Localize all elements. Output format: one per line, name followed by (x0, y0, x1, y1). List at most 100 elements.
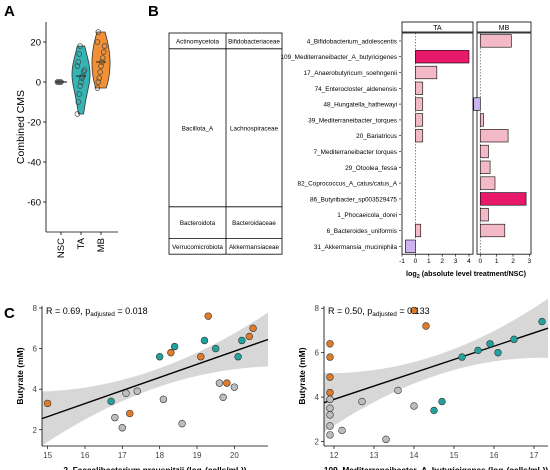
data-point (438, 397, 446, 406)
data-point (326, 431, 334, 439)
phylum-label: Bacteroidota (180, 220, 216, 227)
taxa-bar-chart: Actinomycetota Bifidobacteriaceae Bacillot… (168, 21, 532, 280)
x-tick-label: 4 (467, 258, 471, 265)
facet-strip-label: TA (433, 25, 442, 32)
violin-point (77, 83, 83, 89)
violin-point (97, 69, 103, 75)
facet-strip-mb (476, 21, 532, 33)
taxon-label: 17_Anaerobutyricum_soehngenii (304, 70, 397, 77)
data-point (326, 373, 334, 381)
data-point (430, 406, 438, 415)
facet-strip-label: MB (499, 25, 510, 32)
violin-point (96, 75, 102, 81)
taxon-label: 39_Mediterraneibacter_torques (308, 117, 397, 124)
data-point (159, 395, 168, 404)
family-label: Bifidobacteriaceae (228, 38, 280, 45)
taxon-label: 109_Mediterraneibacter_A_butyricigenes (280, 54, 397, 61)
y-tick-label: 2 (315, 438, 320, 447)
data-point (197, 353, 205, 361)
data-point (326, 353, 334, 361)
taxon-label: 20_Bariatricus (356, 133, 397, 140)
violin-point (98, 63, 104, 69)
violin-point (101, 43, 108, 49)
x-axis-label: 2_Faecalibacterium prausnitzii (log2(cel… (63, 465, 246, 470)
x-tick-label: 18 (155, 451, 164, 460)
x-axis-label: 109_Mediterraneibacter_A_butyricigenes (… (324, 465, 548, 470)
x-tick-label: 3 (454, 258, 458, 265)
correlation-annotation: R = 0.69, padjusted = 0.018 (46, 306, 148, 318)
x-tick-label: 17 (118, 451, 127, 460)
bar-ta (415, 129, 424, 143)
x-tick-label: 13 (370, 451, 379, 460)
violin-point (94, 39, 101, 45)
bar-ta (415, 113, 424, 127)
taxon-label: 1_Phocaeicola_dorei (337, 212, 397, 219)
x-tick-label: 20 (230, 451, 239, 460)
data-point (219, 393, 227, 402)
data-point (382, 435, 390, 444)
violin-point (75, 99, 82, 105)
regression-line (41, 338, 269, 420)
bar-mb (479, 176, 496, 190)
y-tick-label: -40 (27, 158, 41, 169)
y-tick-label: 20 (30, 38, 41, 49)
data-point (245, 332, 254, 341)
data-point (326, 404, 334, 412)
violin-point (95, 29, 102, 35)
data-point (358, 397, 366, 406)
data-point (133, 387, 141, 395)
violin-chart: -60 -40 -20 0 20 Combined CMS NSC TA MB (15, 22, 118, 258)
bar-mb (479, 208, 489, 222)
taxon-label: 86_Butyribacter_sp003529475 (310, 196, 397, 203)
data-point (422, 322, 430, 330)
x-tick-label: 3 (528, 258, 532, 265)
panel-label-a: A (4, 3, 15, 20)
data-point (212, 344, 220, 353)
bar-ta (405, 239, 416, 253)
data-point (107, 397, 115, 406)
data-point (170, 342, 179, 351)
x-tick-label: 2 (440, 258, 444, 265)
facet-strip-ta (401, 21, 474, 33)
data-point (410, 402, 418, 410)
panel-label-c: C (4, 305, 15, 322)
y-tick-label: 2 (33, 426, 38, 435)
y-tick-label: 4 (315, 393, 320, 402)
data-point (155, 353, 164, 361)
data-point (126, 409, 134, 418)
phylum-label: Actinomycetota (176, 38, 220, 45)
data-point (118, 424, 127, 432)
x-tick-label: 1 (495, 258, 499, 265)
data-point (326, 340, 334, 348)
violin-point (74, 111, 81, 117)
scatter-faecalibacterium: 15 16 17 18 19 20 2 4 6 8 Butyrate (mM) R = 0.69, p… (15, 304, 269, 470)
x-tick-label: 15 (43, 451, 52, 460)
y-axis-label: Butyrate (mM) (297, 347, 307, 404)
data-point (178, 419, 186, 428)
y-tick-label: -20 (27, 118, 41, 129)
panel-label-b: B (148, 3, 159, 20)
scatter-mediterraneibacter: 12 13 14 15 16 17 2 4 6 8 Butyrate (mM) R = 0.50, p… (297, 298, 548, 470)
violin-point (94, 85, 101, 91)
bar-mb (479, 160, 491, 174)
bar-ta (415, 97, 424, 111)
data-point (200, 336, 209, 345)
x-tick-label: 14 (410, 451, 419, 460)
y-tick-label: 6 (315, 349, 320, 358)
data-point (326, 395, 334, 404)
x-tick-label: TA (76, 237, 87, 249)
bar-mb (479, 192, 527, 206)
data-point (326, 422, 334, 430)
y-axis-label: Combined CMS (15, 90, 27, 164)
data-point (215, 379, 224, 387)
x-tick-label: 16 (490, 451, 499, 460)
bar-ta (415, 65, 438, 80)
data-point (111, 413, 119, 422)
bar-mb (479, 144, 489, 159)
data-point (410, 306, 418, 315)
data-point (223, 379, 231, 387)
violin-point (76, 51, 82, 57)
data-point (538, 317, 546, 326)
x-tick-label: 19 (193, 451, 202, 460)
data-point (510, 335, 518, 344)
